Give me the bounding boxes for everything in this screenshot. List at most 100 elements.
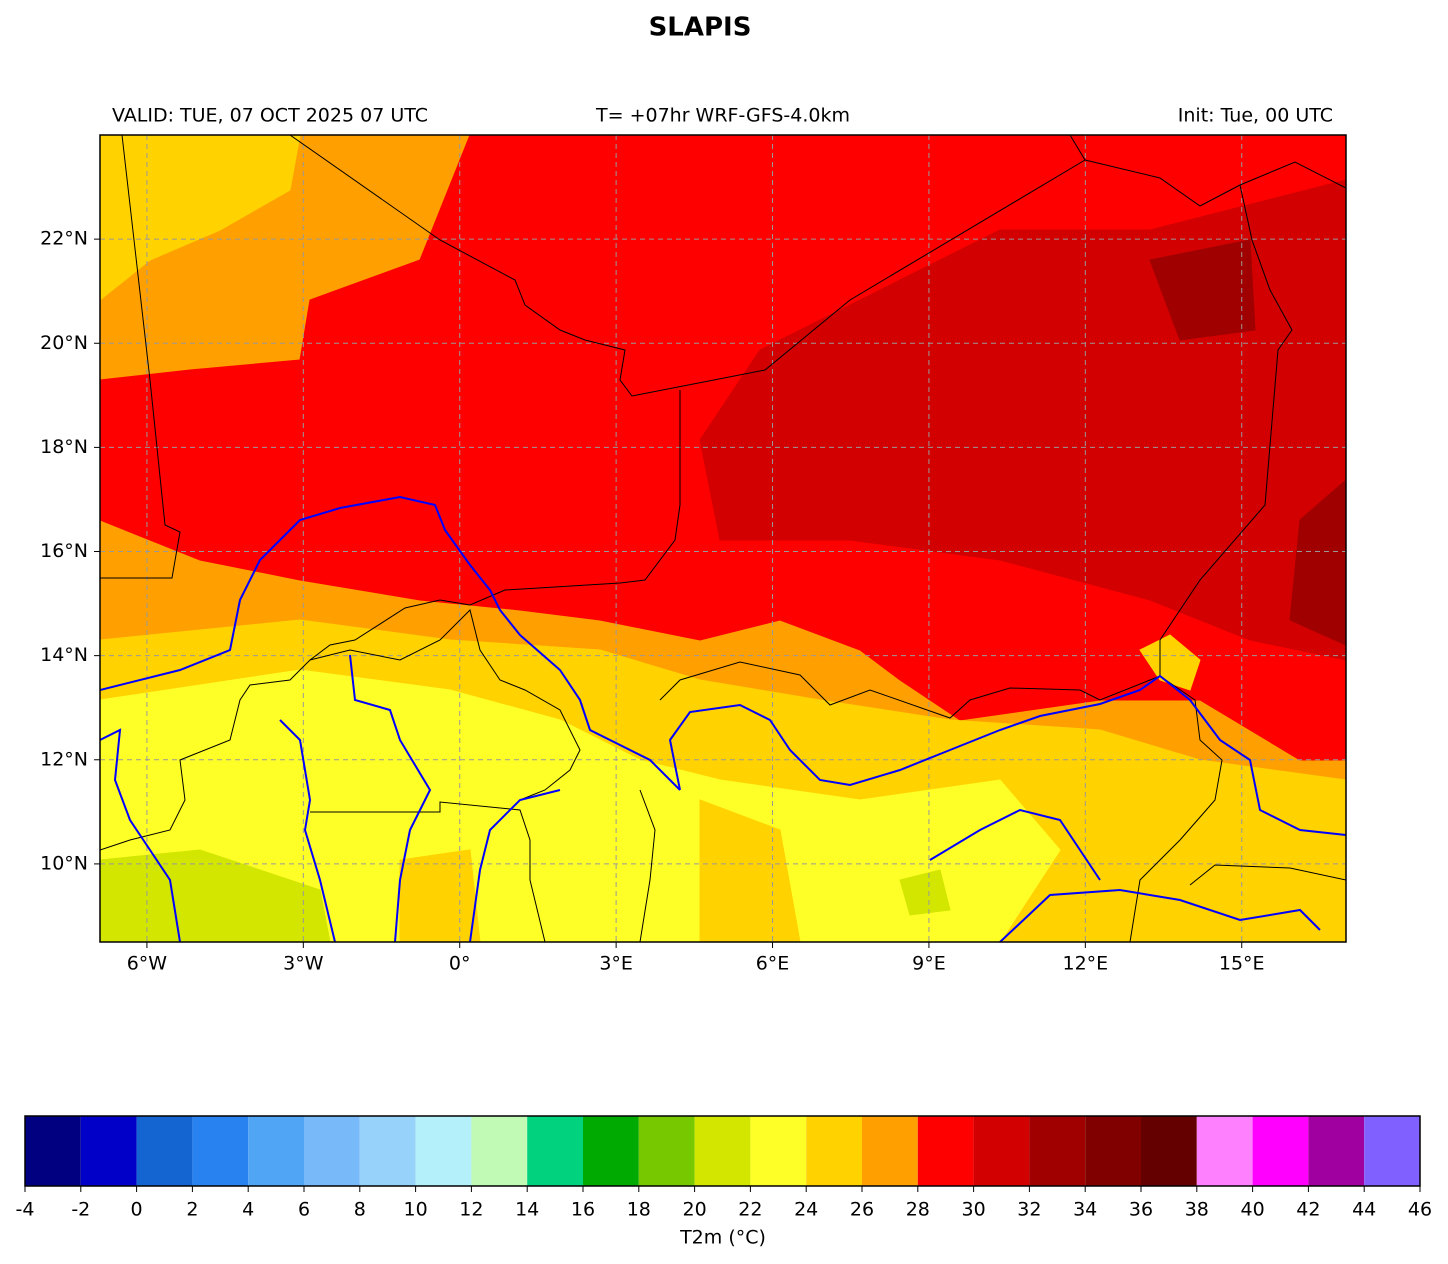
x-tick-label: 3°E	[599, 953, 633, 975]
init-time: Init: Tue, 00 UTC	[1178, 105, 1333, 127]
country-border	[100, 135, 181, 579]
colorbar-tick-label: 46	[1408, 1199, 1432, 1221]
colorbar-frame	[24, 1115, 1421, 1187]
x-tick-label: 15°E	[1219, 953, 1265, 975]
colorbar-tick-label: -2	[71, 1199, 90, 1221]
river	[100, 728, 181, 942]
colorbar-tick-label: 36	[1129, 1199, 1153, 1221]
colorbar-swatch	[1196, 1116, 1253, 1186]
country-border	[100, 390, 681, 851]
colorbar-tick-label: 6	[298, 1199, 310, 1221]
river	[279, 719, 336, 942]
temperature-region	[100, 849, 331, 942]
y-tick-label: 12°N	[40, 748, 88, 770]
temperature-region	[699, 799, 801, 942]
river	[100, 495, 681, 791]
country-border	[310, 801, 546, 942]
country-border	[1159, 184, 1293, 676]
valid-time: VALID: TUE, 07 OCT 2025 07 UTC	[112, 105, 428, 127]
map-frame	[99, 134, 1347, 943]
country-border	[309, 609, 581, 801]
temperature-field	[100, 135, 1346, 942]
colorbar-tick-label: 40	[1241, 1199, 1265, 1221]
river	[668, 674, 1346, 836]
colorbar-swatch	[862, 1116, 918, 1186]
colorbar-tick-label: 28	[906, 1199, 930, 1221]
colorbar-swatch	[1364, 1116, 1420, 1186]
colorbar-swatch	[1252, 1116, 1309, 1186]
colorbar-swatch	[1141, 1116, 1197, 1186]
colorbar-label: T2m (°C)	[679, 1227, 766, 1249]
colorbar-tick-label: 14	[515, 1199, 539, 1221]
country-border	[1084, 159, 1346, 207]
colorbar-swatch	[917, 1116, 974, 1186]
river	[999, 888, 1321, 942]
colorbar-swatch	[973, 1116, 1030, 1186]
colorbar-swatch	[304, 1116, 360, 1186]
temperature-region	[399, 849, 481, 942]
colorbar-swatch	[694, 1116, 751, 1186]
colorbar-tick-label: 34	[1073, 1199, 1097, 1221]
colorbar-tick-label: 30	[962, 1199, 986, 1221]
run-info: T= +07hr WRF-GFS-4.0km	[595, 105, 850, 127]
features	[100, 135, 1346, 942]
colorbar-swatch	[527, 1116, 583, 1186]
y-tick-label: 10°N	[40, 852, 88, 874]
country-border	[639, 789, 656, 942]
colorbar-tick-label: 10	[404, 1199, 428, 1221]
colorbar-swatch	[583, 1116, 639, 1186]
colorbar-tick-label: 38	[1185, 1199, 1209, 1221]
colorbar-swatch	[248, 1116, 304, 1186]
y-tick-label: 16°N	[40, 540, 88, 562]
x-tick-label: 0°	[449, 953, 471, 975]
colorbar-tick-label: 0	[131, 1199, 143, 1221]
colorbar-tick-label: 16	[571, 1199, 595, 1221]
colorbar-tick-label: 12	[459, 1199, 483, 1221]
y-tick-label: 20°N	[40, 332, 88, 354]
colorbar-tick-label: 8	[354, 1199, 366, 1221]
x-tick-label: 6°E	[756, 953, 790, 975]
y-tick-label: 22°N	[40, 228, 88, 250]
colorbar-swatch	[25, 1116, 81, 1186]
temperature-region	[100, 135, 301, 301]
river	[349, 654, 432, 942]
country-border	[1189, 864, 1346, 886]
colorbar-tick-label: 18	[627, 1199, 651, 1221]
colorbar-tick-label: 24	[794, 1199, 818, 1221]
colorbar-swatch	[638, 1116, 695, 1186]
colorbar-swatch	[1029, 1116, 1086, 1186]
colorbar-tick-label: -4	[16, 1199, 35, 1221]
title: SLAPIS	[649, 13, 752, 43]
temperature-region	[1289, 479, 1346, 646]
colorbar-swatch	[192, 1116, 249, 1186]
colorbar-swatch	[415, 1116, 472, 1186]
x-tick-label: 9°E	[912, 953, 946, 975]
colorbar-tick-label: 44	[1352, 1199, 1376, 1221]
colorbar-swatch	[806, 1116, 862, 1186]
colorbar-swatch	[1308, 1116, 1365, 1186]
colorbar-tick-label: 2	[186, 1199, 198, 1221]
colorbar-tick-label: 22	[738, 1199, 762, 1221]
colorbar-tick-label: 4	[242, 1199, 254, 1221]
colorbar-swatch	[136, 1116, 193, 1186]
colorbar-swatch	[471, 1116, 528, 1186]
country-border	[289, 135, 1086, 397]
x-tick-label: 12°E	[1062, 953, 1108, 975]
colorbar-swatch	[359, 1116, 416, 1186]
colorbar-swatch	[750, 1116, 807, 1186]
colorbar-tick-label: 42	[1296, 1199, 1320, 1221]
colorbar-swatch	[80, 1116, 137, 1186]
colorbar-tick-label: 32	[1017, 1199, 1041, 1221]
colorbar-tick-label: 20	[683, 1199, 707, 1221]
y-tick-label: 18°N	[40, 436, 88, 458]
river	[929, 808, 1101, 881]
colorbar-tick-label: 26	[850, 1199, 874, 1221]
x-tick-label: 3°W	[283, 953, 324, 975]
y-tick-label: 14°N	[40, 644, 88, 666]
temperature-region	[1139, 634, 1201, 691]
temperature-region	[1149, 239, 1256, 341]
temperature-region	[899, 869, 951, 916]
country-border	[659, 661, 1161, 719]
